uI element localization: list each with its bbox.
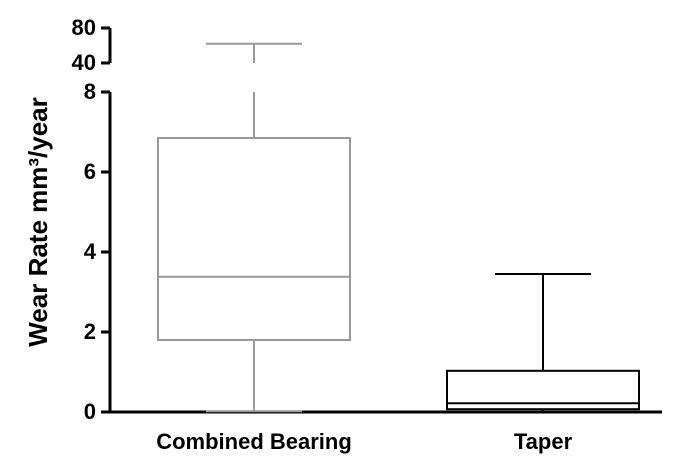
y-tick-label: 40 bbox=[72, 50, 96, 75]
box bbox=[157, 137, 351, 341]
y-tick-label: 2 bbox=[84, 319, 96, 344]
y-axis-title: Wear Rate mm³/year bbox=[23, 97, 53, 347]
x-tick-label: Combined Bearing bbox=[156, 429, 352, 454]
y-tick-label: 6 bbox=[84, 159, 96, 184]
y-tick-label: 80 bbox=[72, 15, 96, 40]
y-tick-label: 0 bbox=[84, 399, 96, 424]
y-tick-label: 4 bbox=[84, 239, 97, 264]
x-tick-label: Taper bbox=[514, 429, 573, 454]
y-tick-label: 8 bbox=[84, 79, 96, 104]
